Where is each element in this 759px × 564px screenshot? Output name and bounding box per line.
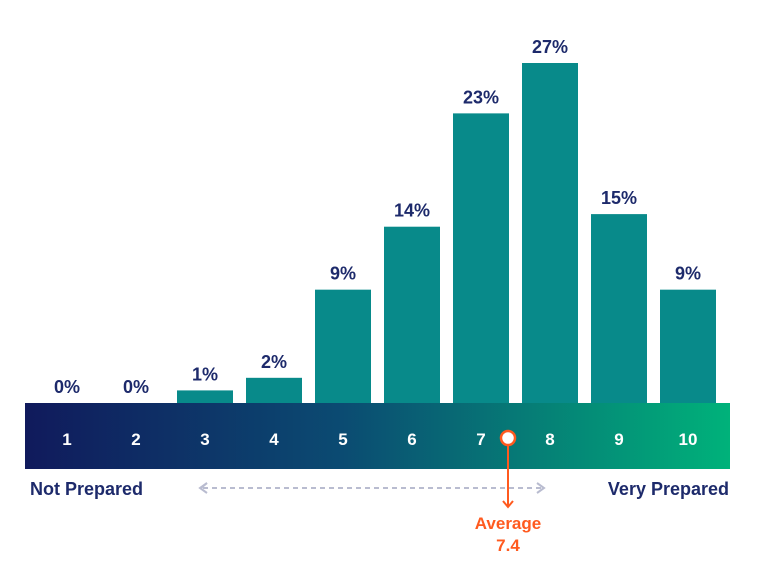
- tick-label-8: 8: [545, 430, 554, 449]
- tick-labels-group: 1 2 3 4 5 6 7 8 9 10: [62, 430, 697, 449]
- bar-10: [660, 289, 716, 403]
- tick-label-10: 10: [679, 430, 698, 449]
- bar-6: [384, 226, 440, 403]
- tick-label-1: 1: [62, 430, 71, 449]
- value-label-2: 0%: [123, 377, 149, 397]
- value-label-5: 9%: [330, 264, 356, 284]
- tick-label-4: 4: [269, 430, 279, 449]
- bar-5: [315, 289, 371, 403]
- value-label-6: 14%: [394, 201, 430, 221]
- tick-label-3: 3: [200, 430, 209, 449]
- value-label-10: 9%: [675, 264, 701, 284]
- average-marker: [499, 429, 517, 509]
- tick-label-9: 9: [614, 430, 623, 449]
- value-label-1: 0%: [54, 377, 80, 397]
- value-label-8: 27%: [532, 37, 568, 57]
- bar-9: [591, 214, 647, 403]
- not-prepared-label: Not Prepared: [30, 479, 143, 499]
- tick-label-7: 7: [476, 430, 485, 449]
- bar-4: [246, 377, 302, 403]
- tick-label-2: 2: [131, 430, 140, 449]
- value-label-9: 15%: [601, 188, 637, 208]
- value-label-4: 2%: [261, 352, 287, 372]
- bar-7: [453, 113, 509, 404]
- value-label-7: 23%: [463, 87, 499, 107]
- value-label-3: 1%: [192, 364, 218, 384]
- average-dot: [499, 429, 517, 447]
- bar-3: [177, 390, 233, 403]
- average-value: 7.4: [496, 536, 520, 555]
- scale-strip: [25, 403, 730, 469]
- value-labels-group: 0% 0% 1% 2% 9% 14% 23% 27% 15% 9%: [54, 37, 701, 397]
- average-label: Average: [475, 514, 541, 533]
- tick-label-5: 5: [338, 430, 347, 449]
- dashed-double-arrow: [198, 482, 546, 494]
- bar-8: [522, 63, 578, 403]
- tick-label-6: 6: [407, 430, 416, 449]
- bars-group: [177, 63, 716, 404]
- very-prepared-label: Very Prepared: [608, 479, 729, 499]
